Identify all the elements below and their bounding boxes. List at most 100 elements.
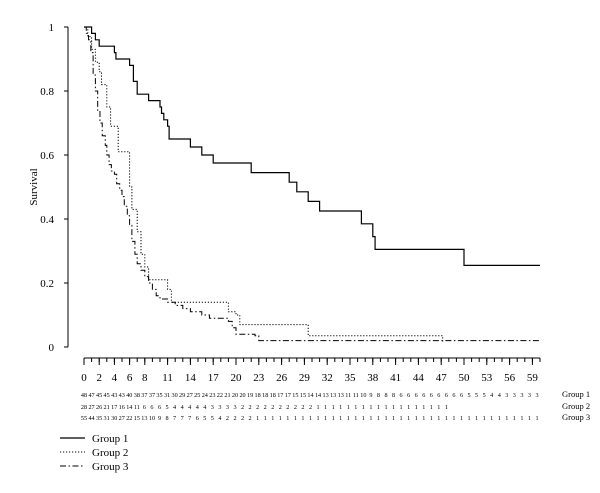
- x-tick-label: 53: [481, 372, 493, 384]
- risk-number: 1: [347, 415, 350, 422]
- risk-number: 1: [324, 415, 327, 422]
- risk-number: 48: [81, 392, 87, 399]
- y-tick-label: 0.4: [40, 214, 54, 226]
- risk-number: 2: [241, 404, 244, 411]
- risk-number: 1: [407, 404, 410, 411]
- risk-number: 3: [520, 392, 523, 399]
- risk-number: 2: [309, 404, 312, 411]
- risk-number: 31: [164, 392, 170, 399]
- risk-number: 2: [226, 415, 229, 422]
- series-line-1: [84, 26, 540, 266]
- risk-number: 4: [218, 415, 221, 422]
- risk-number: 1: [339, 415, 342, 422]
- risk-number: 1: [377, 404, 380, 411]
- risk-number: 1: [422, 404, 425, 411]
- risk-row-label: Group 1: [562, 389, 590, 399]
- risk-number: 21: [224, 392, 230, 399]
- risk-number: 1: [392, 404, 395, 411]
- risk-number: 4: [498, 392, 501, 399]
- risk-number: 1: [354, 415, 357, 422]
- x-tick-label: 29: [299, 372, 311, 384]
- risk-number: 1: [369, 404, 372, 411]
- legend: Group 1 Group 2 Group 3: [60, 433, 129, 473]
- risk-number: 1: [520, 415, 523, 422]
- risk-number: 2: [249, 404, 252, 411]
- risk-number: 21: [104, 404, 110, 411]
- x-tick-label: 59: [527, 372, 539, 384]
- risk-number: 1: [535, 415, 538, 422]
- risk-number: 10: [149, 415, 155, 422]
- risk-number: 8: [384, 392, 387, 399]
- risk-number: 1: [286, 415, 289, 422]
- risk-number: 11: [353, 392, 359, 399]
- risk-number: 40: [126, 392, 132, 399]
- risk-number: 1: [437, 415, 440, 422]
- risk-number: 8: [166, 415, 169, 422]
- risk-number: 24: [202, 392, 208, 399]
- risk-number: 6: [460, 392, 463, 399]
- risk-number: 17: [285, 392, 291, 399]
- risk-number: 4: [188, 404, 191, 411]
- axes: Survival: [28, 27, 540, 359]
- series-line-2: [84, 26, 444, 343]
- risk-number: 2: [256, 404, 259, 411]
- risk-number: 25: [194, 392, 200, 399]
- risk-number: 1: [513, 415, 516, 422]
- risk-number: 5: [468, 392, 471, 399]
- risk-number: 1: [384, 404, 387, 411]
- risk-number: 1: [475, 415, 478, 422]
- risk-number: 6: [196, 415, 199, 422]
- risk-row-label: Group 2: [562, 401, 590, 411]
- risk-number: 55: [81, 415, 87, 422]
- risk-number: 14: [126, 404, 132, 411]
- risk-number: 5: [475, 392, 478, 399]
- risk-number: 4: [203, 404, 206, 411]
- risk-number: 29: [179, 392, 185, 399]
- risk-number: 2: [279, 404, 282, 411]
- risk-number: 44: [88, 415, 94, 422]
- x-tick-label: 35: [345, 372, 357, 384]
- risk-number: 1: [362, 415, 365, 422]
- risk-number: 38: [134, 392, 140, 399]
- risk-number: 23: [209, 392, 215, 399]
- risk-number: 1: [400, 415, 403, 422]
- risk-number: 6: [422, 392, 425, 399]
- risk-number: 5: [203, 415, 206, 422]
- risk-number: 27: [88, 404, 94, 411]
- risk-number: 6: [430, 392, 433, 399]
- risk-number: 1: [483, 415, 486, 422]
- risk-number: 6: [158, 404, 161, 411]
- risk-number: 27: [119, 415, 125, 422]
- risk-number: 43: [111, 392, 117, 399]
- risk-number: 1: [460, 415, 463, 422]
- risk-number: 5: [211, 415, 214, 422]
- x-tick-label: 32: [322, 372, 333, 384]
- risk-number: 31: [104, 415, 110, 422]
- risk-number: 3: [211, 404, 214, 411]
- risk-number: 1: [384, 415, 387, 422]
- legend-label: Group 3: [92, 461, 129, 473]
- x-tick-label: 44: [413, 372, 425, 384]
- x-tick-label: 20: [231, 372, 243, 384]
- risk-number: 17: [111, 404, 117, 411]
- risk-number: 1: [279, 415, 282, 422]
- risk-number: 1: [498, 415, 501, 422]
- risk-number: 1: [452, 415, 455, 422]
- risk-number: 14: [307, 392, 313, 399]
- risk-number: 6: [415, 392, 418, 399]
- legend-label: Group 1: [92, 433, 128, 445]
- risk-number: 1: [332, 415, 335, 422]
- x-tick-label: 6: [127, 372, 133, 384]
- x-tick-label: 26: [276, 372, 288, 384]
- risk-number: 3: [528, 392, 531, 399]
- x-tick-label: 56: [504, 372, 516, 384]
- risk-number: 20: [239, 392, 245, 399]
- risk-number: 3: [505, 392, 508, 399]
- risk-number: 4: [196, 404, 199, 411]
- risk-number: 6: [400, 392, 403, 399]
- risk-number: 35: [96, 415, 102, 422]
- risk-number: 2: [294, 404, 297, 411]
- risk-number: 1: [369, 415, 372, 422]
- risk-number: 14: [315, 392, 321, 399]
- risk-number: 17: [277, 392, 283, 399]
